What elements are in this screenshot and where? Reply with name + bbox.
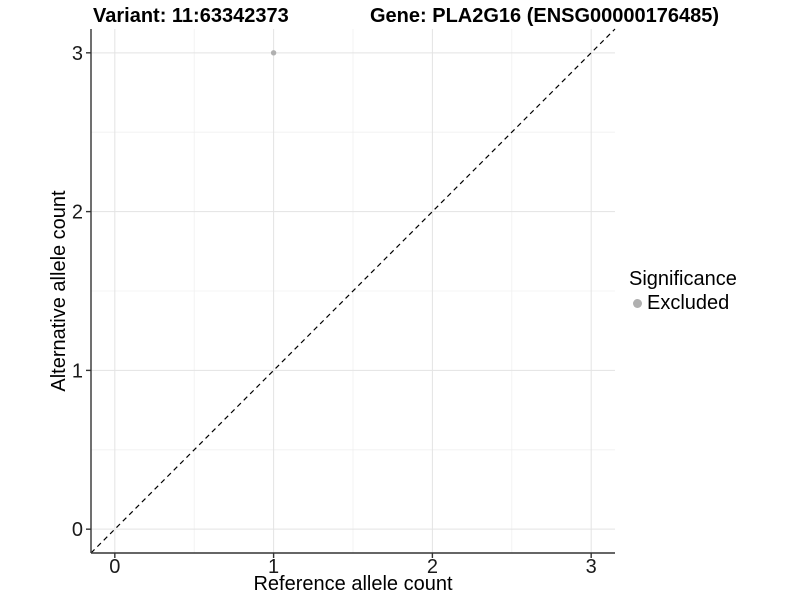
legend-item-label: Excluded bbox=[647, 292, 730, 314]
legend-title: Significance bbox=[629, 268, 737, 290]
x-tick-label: 1 bbox=[268, 556, 279, 578]
y-tick-label: 2 bbox=[72, 202, 83, 224]
gene-title: Gene: PLA2G16 (ENSG00000176485) bbox=[370, 5, 720, 27]
x-tick-label: 2 bbox=[427, 556, 438, 578]
y-tick-label: 1 bbox=[72, 360, 83, 382]
legend-point-icon bbox=[633, 298, 642, 308]
identity-reference-line bbox=[90, 28, 616, 554]
x-tick-label: 0 bbox=[109, 556, 120, 578]
x-axis-title: Reference allele count bbox=[253, 573, 453, 595]
legend-item-excluded: Excluded bbox=[629, 292, 737, 314]
y-tick-label: 3 bbox=[72, 43, 83, 65]
y-tick-label: 0 bbox=[72, 519, 83, 541]
y-axis-title: Alternative allele count bbox=[48, 190, 70, 392]
data-point bbox=[270, 50, 277, 56]
variant-title: Variant: 11:63342373 bbox=[93, 5, 289, 27]
x-tick-label: 3 bbox=[586, 556, 597, 578]
legend: Significance Excluded bbox=[629, 268, 737, 314]
